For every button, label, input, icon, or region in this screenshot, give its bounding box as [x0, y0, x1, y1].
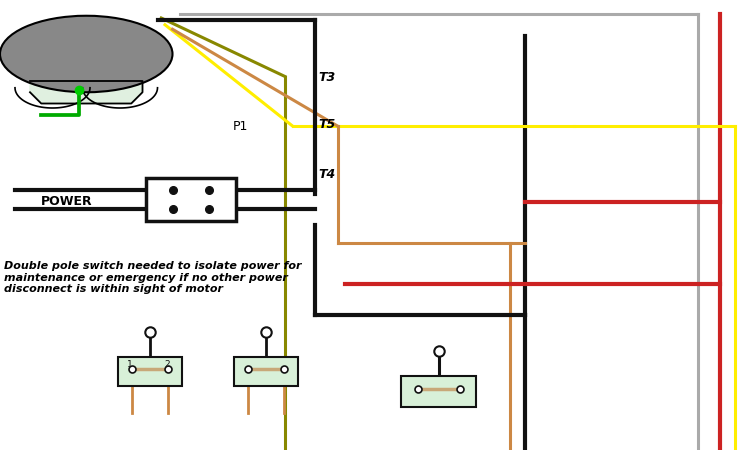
Ellipse shape	[0, 16, 172, 92]
Bar	[118, 356, 182, 386]
Text: 1: 1	[127, 360, 133, 369]
Polygon shape	[30, 81, 142, 104]
Text: T3: T3	[319, 71, 336, 84]
Text: T4: T4	[319, 168, 336, 181]
Bar	[146, 178, 236, 220]
Text: P1: P1	[232, 121, 248, 134]
Text: 2: 2	[164, 360, 170, 369]
Text: Double pole switch needed to isolate power for
maintenance or emergency if no ot: Double pole switch needed to isolate pow…	[4, 261, 302, 294]
Bar	[234, 356, 298, 386]
Text: POWER: POWER	[41, 195, 93, 208]
Text: T5: T5	[319, 118, 336, 131]
Bar	[401, 376, 476, 407]
